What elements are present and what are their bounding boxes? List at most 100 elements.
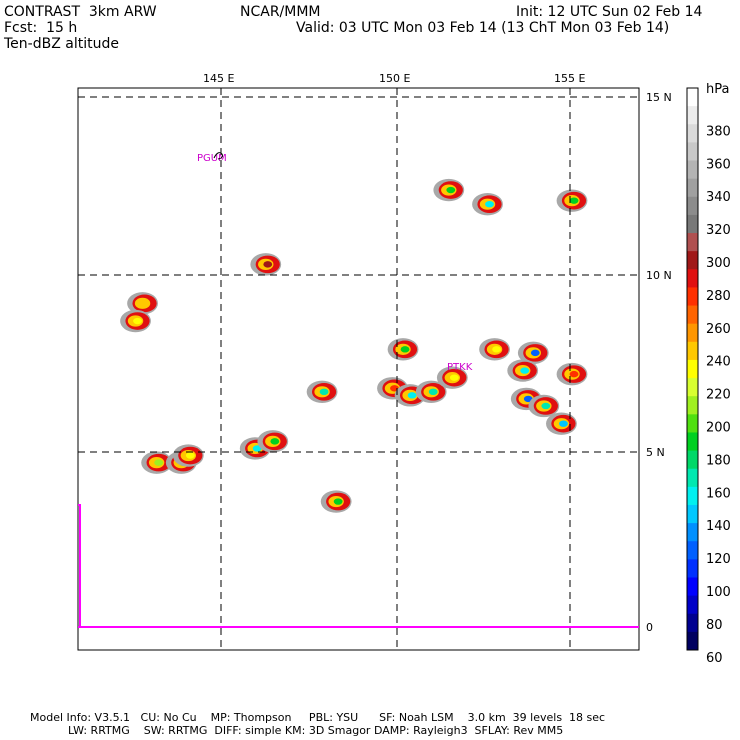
echo-ring: [569, 197, 579, 204]
forecast-hour: Fcst: 15 h: [4, 20, 78, 36]
colorbar-segment: [687, 559, 698, 578]
lat-label-15n: 15 N: [646, 91, 672, 104]
echo-ring: [407, 392, 417, 399]
colorbar-unit: hPa: [706, 82, 729, 97]
colorbar-segment: [687, 124, 698, 143]
echo-ring: [140, 300, 149, 307]
lat-label-5n: 5 N: [646, 446, 665, 459]
echo-layer: [120, 178, 588, 513]
colorbar-segment: [687, 595, 698, 615]
echo-cell: [387, 338, 419, 361]
graticule: [78, 88, 639, 650]
institution-label: NCAR/MMM: [240, 4, 321, 20]
lon-label-150: 150 E: [379, 72, 410, 85]
echo-ring: [446, 186, 456, 194]
colorbar: hPa 380 360 340 320 300 280 260 240 220 200 180 160…: [686, 82, 731, 666]
echo-ring: [530, 349, 540, 357]
echo-ring: [133, 317, 142, 325]
colorbar-tick-label: 160: [706, 486, 731, 501]
lon-label-155: 155 E: [554, 72, 585, 85]
colorbar-tick-label: 300: [706, 256, 731, 271]
colorbar-tick-label: 60: [706, 651, 723, 666]
colorbar-tick-label: 260: [706, 322, 731, 337]
colorbar-segment: [687, 88, 698, 107]
echo-cell: [436, 366, 468, 389]
echo-cell: [507, 359, 539, 382]
map-frame: [77, 87, 640, 651]
echo-cell: [306, 380, 338, 404]
colorbar-tick-label: 320: [706, 223, 731, 238]
colorbar-segment: [687, 359, 698, 379]
colorbar-segment: [687, 233, 698, 252]
echo-cell: [120, 309, 151, 333]
colorbar-segment: [687, 106, 698, 125]
colorbar-segment: [687, 269, 698, 288]
lat-label-10n: 10 N: [646, 269, 672, 282]
colorbar-tick-label: 380: [706, 124, 731, 139]
lon-label-145: 145 E: [203, 72, 234, 85]
echo-ring: [541, 402, 551, 410]
colorbar-tick-label: 280: [706, 289, 731, 304]
colorbar-segment: [687, 613, 698, 633]
model-info-line2: LW: RRTMG SW: RRTMG DIFF: simple KM: 3D …: [68, 724, 564, 737]
colorbar-segment: [687, 214, 698, 234]
colorbar-tick-label: 140: [706, 519, 731, 534]
echo-cell: [479, 338, 510, 361]
field-name: Ten-dBZ altitude: [4, 36, 119, 52]
guam-coastline: [213, 152, 223, 160]
colorbar-tick-label: 100: [706, 585, 731, 600]
colorbar-tick-label: 240: [706, 355, 731, 370]
station-label-pgum: PGUM: [197, 153, 227, 164]
echo-ring: [270, 438, 280, 445]
colorbar-segment: [687, 378, 698, 397]
colorbar-tick-label: 80: [706, 618, 723, 633]
colorbar-segment: [687, 541, 698, 560]
colorbar-segment: [687, 504, 698, 524]
colorbar-segment: [687, 468, 698, 488]
init-time: Init: 12 UTC Sun 02 Feb 14: [516, 4, 703, 20]
echo-cell: [239, 437, 271, 460]
colorbar-outline: [686, 87, 699, 651]
colorbar-tick-label: 220: [706, 388, 731, 403]
echo-ring: [333, 498, 343, 505]
echo-ring: [559, 420, 568, 427]
echo-ring: [263, 261, 273, 268]
colorbar-segment: [687, 486, 698, 506]
echo-ring: [154, 459, 164, 466]
echo-cell: [528, 394, 560, 418]
echo-cell: [556, 189, 588, 212]
valid-time: Valid: 03 UTC Mon 03 Feb 14 (13 ChT Mon …: [296, 20, 670, 36]
echo-cell: [257, 430, 289, 453]
colorbar-tick-label: 200: [706, 420, 731, 435]
echo-cell: [556, 362, 588, 386]
colorbar-tick-label: 180: [706, 453, 731, 468]
echo-cell: [546, 412, 577, 435]
colorbar-segment: [687, 432, 698, 452]
colorbar-tick-label: 360: [706, 157, 731, 172]
echo-cell: [433, 178, 465, 202]
colorbar-segment: [687, 450, 698, 470]
echo-cell: [250, 253, 282, 276]
echo-ring: [449, 374, 459, 381]
colorbar-segment: [687, 323, 698, 343]
colorbar-segment: [687, 414, 698, 433]
model-title: CONTRAST 3km ARW: [4, 4, 157, 20]
colorbar-segment: [687, 631, 698, 651]
colorbar-segment: [687, 142, 698, 162]
station-label-ptkk: PTKK: [447, 362, 473, 373]
colorbar-segment: [687, 305, 698, 325]
echo-cell: [141, 451, 173, 474]
echo-cell: [127, 292, 158, 315]
echo-cell: [472, 193, 503, 216]
colorbar-tick-label: 340: [706, 190, 731, 205]
echo-ring: [428, 388, 438, 396]
echo-ring: [492, 346, 501, 353]
model-info-line1: Model Info: V3.5.1 CU: No Cu MP: Thompso…: [30, 711, 606, 724]
echo-ring: [569, 370, 579, 378]
colorbar-segment: [687, 577, 698, 597]
lat-label-0: 0: [646, 621, 653, 634]
colorbar-segment: [687, 523, 698, 542]
colorbar-segment: [687, 196, 698, 216]
echo-ring: [485, 201, 494, 208]
